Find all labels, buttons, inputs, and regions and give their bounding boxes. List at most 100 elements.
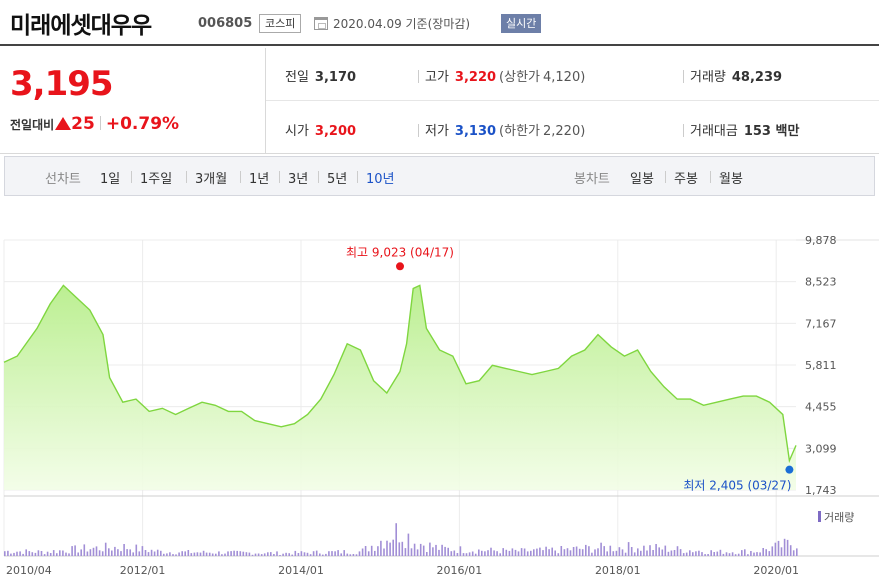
- volume-bar: [438, 549, 440, 556]
- volume-bar: [637, 548, 639, 556]
- volume-bar: [190, 553, 193, 556]
- volume-bar: [276, 551, 278, 556]
- volume-bar: [328, 551, 330, 556]
- volume-bar: [319, 553, 321, 556]
- volume-bar: [404, 548, 407, 556]
- stat-low-label: 저가: [425, 124, 449, 139]
- volume-bar: [358, 551, 361, 556]
- volume-bar: [765, 549, 767, 556]
- tab-divider: [710, 171, 711, 183]
- volume-bar: [129, 549, 131, 556]
- volume-bar: [655, 544, 657, 556]
- volume-bar: [734, 554, 737, 556]
- change-divider: [99, 116, 101, 130]
- volume-bar: [505, 549, 508, 556]
- volume-bar: [585, 544, 587, 556]
- volume-bar: [514, 549, 517, 556]
- tab-3y[interactable]: 3년: [288, 172, 309, 187]
- volume-bar: [211, 553, 214, 556]
- market-badge: 코스피: [259, 14, 302, 33]
- volume-bar: [508, 550, 511, 556]
- volume-bar: [227, 551, 229, 556]
- volume-bar: [138, 551, 141, 556]
- volume-bar: [89, 549, 92, 556]
- y-tick-label: 3,099: [805, 442, 837, 455]
- volume-bar: [224, 553, 226, 556]
- volume-bar: [31, 552, 34, 556]
- base-date: 2020.04.09 기준(장마감): [333, 17, 471, 31]
- volume-bar: [355, 554, 358, 556]
- volume-bar: [395, 523, 397, 556]
- volume-bar: [239, 551, 242, 556]
- volume-bar: [520, 548, 523, 556]
- volume-bar: [478, 549, 480, 556]
- volume-bar: [698, 550, 700, 556]
- x-axis-labels: 2010/04 2012/01 2014/01 2016/01 2018/01 2020/…: [6, 564, 799, 577]
- volume-bar: [664, 545, 667, 556]
- y-axis-labels: 9,878 8,523 7,167 5,811 4,455 3,099 1,743: [805, 234, 837, 497]
- stat-low: 저가 3,130 (하한가 2,220): [418, 120, 585, 139]
- volume-bar: [441, 544, 443, 556]
- chart-period-tabs: 선차트 1일 1주일 3개월 1년 3년 5년 10년 봉차트 일봉 주봉 월봉: [4, 156, 875, 196]
- price-area-fill: [4, 285, 796, 490]
- volume-bar: [132, 552, 134, 556]
- stat-open-label: 시가: [285, 124, 309, 139]
- volume-bar: [741, 550, 743, 556]
- volume-bar: [661, 549, 664, 556]
- tab-weekly[interactable]: 주봉: [674, 172, 698, 187]
- volume-bar: [481, 550, 483, 556]
- y-tick-label: 1,743: [805, 484, 837, 497]
- realtime-button[interactable]: 실시간: [501, 14, 542, 33]
- tab-10y[interactable]: 10년: [366, 172, 395, 187]
- tab-monthly[interactable]: 월봉: [719, 172, 743, 187]
- volume-bar: [95, 546, 98, 556]
- volume-bar: [695, 551, 697, 556]
- volume-bar: [187, 550, 190, 556]
- volume-bar: [135, 544, 138, 556]
- volume-bar: [156, 549, 159, 556]
- tab-5y[interactable]: 5년: [327, 172, 348, 187]
- volume-bar: [367, 551, 370, 556]
- volume-bar: [588, 546, 590, 556]
- volume-bar: [658, 547, 660, 556]
- tab-1y[interactable]: 1년: [249, 172, 270, 187]
- volume-bar: [306, 552, 309, 556]
- tab-daily[interactable]: 일봉: [630, 172, 654, 187]
- tab-1d[interactable]: 1일: [100, 172, 121, 187]
- volume-bar: [389, 542, 391, 556]
- volume-bar: [759, 552, 761, 556]
- volume-bar: [337, 550, 339, 556]
- tab-3m[interactable]: 3개월: [195, 172, 228, 187]
- volume-bar: [407, 533, 410, 556]
- volume-bar: [346, 553, 349, 556]
- volume-bar: [7, 550, 9, 556]
- volume-bar: [117, 549, 119, 556]
- stat-prev-close: 전일 3,170: [285, 66, 356, 85]
- change-label: 전일대비: [10, 118, 55, 132]
- volume-bar: [786, 539, 789, 556]
- volume-bar: [52, 550, 55, 556]
- volume-bar: [594, 549, 596, 556]
- low-point-marker: [785, 465, 794, 474]
- volume-bar: [511, 548, 514, 556]
- volume-bar: [554, 550, 556, 556]
- stock-code: 006805: [198, 16, 253, 31]
- volume-bar: [652, 550, 654, 556]
- volume-bar: [768, 551, 771, 556]
- volume-bar: [796, 548, 798, 556]
- volume-bar: [707, 554, 709, 556]
- volume-bar: [273, 554, 275, 556]
- volume-bar: [334, 551, 336, 556]
- volume-bar: [83, 544, 86, 556]
- volume-bar: [551, 547, 553, 556]
- volume-bar: [459, 546, 462, 556]
- volume-bar: [685, 552, 688, 556]
- volume-bar: [364, 546, 367, 556]
- volume-bar: [756, 552, 758, 556]
- volume-bar: [92, 547, 95, 556]
- volume-bar: [312, 551, 315, 556]
- volume-bar: [56, 553, 58, 556]
- tab-1w[interactable]: 1주일: [140, 172, 173, 187]
- volume-bar: [374, 550, 376, 556]
- volume-bar: [569, 550, 572, 556]
